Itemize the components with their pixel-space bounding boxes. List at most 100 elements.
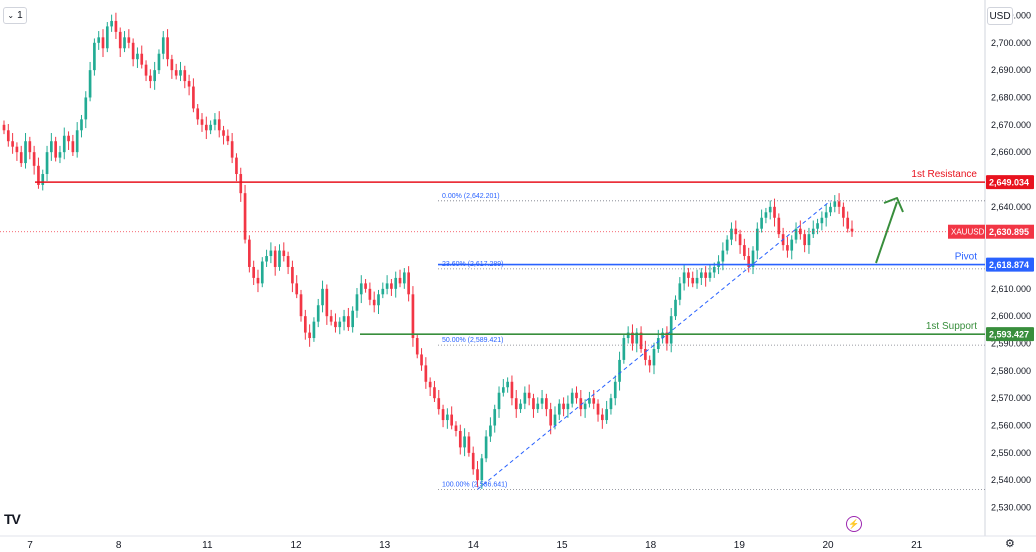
x-tick-label: 18: [645, 540, 657, 551]
candle-body: [773, 206, 776, 218]
candle-body: [721, 250, 725, 262]
candle-body: [299, 294, 303, 317]
price-axis: [985, 0, 1036, 552]
candle-body: [105, 26, 109, 49]
y-tick-label: 2,680.000: [991, 92, 1031, 102]
candle-body: [196, 108, 200, 120]
tradingview-logo-icon[interactable]: TV: [4, 511, 21, 527]
candle-body: [213, 119, 217, 125]
candle-body: [484, 436, 488, 459]
x-tick-label: 7: [27, 540, 33, 551]
candle-body: [656, 338, 660, 349]
candle-body: [157, 53, 161, 71]
currency-selector[interactable]: USD: [987, 7, 1013, 25]
candle-body: [351, 310, 355, 328]
candle-body: [286, 256, 290, 267]
candle-body: [381, 288, 385, 295]
candle-body: [583, 403, 587, 410]
candle-body: [635, 332, 639, 344]
candle-body: [738, 234, 742, 246]
candle-body: [493, 409, 497, 426]
candle-body: [179, 70, 182, 76]
candle-body: [174, 70, 178, 76]
candle-body: [88, 70, 92, 98]
candle-body: [222, 130, 225, 136]
candle-body: [321, 288, 324, 306]
interval-selector[interactable]: ⌄ 1: [3, 7, 27, 24]
last-price-tag: [986, 224, 1034, 239]
candle-body: [510, 381, 514, 399]
candle-body: [28, 141, 32, 153]
candle-body: [118, 31, 122, 49]
x-tick-label: 21: [911, 540, 923, 551]
candle-body: [601, 414, 604, 421]
candle-body: [588, 398, 591, 404]
candle-body: [54, 141, 57, 158]
candle-body: [359, 283, 363, 295]
candle-body: [166, 37, 169, 60]
candle-body: [454, 425, 458, 431]
candle-body: [652, 348, 656, 366]
candle-body: [420, 354, 423, 366]
x-tick-label: 13: [379, 540, 391, 551]
candle-body: [678, 283, 682, 300]
candle-body: [347, 316, 350, 328]
last-price-tag-text: 2,630.895: [989, 227, 1029, 237]
candle-body: [704, 272, 707, 278]
candle-body: [325, 288, 329, 317]
x-tick-label: 14: [468, 540, 480, 551]
candle-body: [708, 272, 712, 278]
candle-body: [110, 20, 113, 27]
arrow-up-line: [875, 201, 898, 264]
candle-body: [669, 316, 673, 344]
candle-body: [665, 332, 669, 344]
y-tick-label: 2,560.000: [991, 421, 1031, 431]
x-tick-label: 15: [556, 540, 568, 551]
pivot-label: Pivot: [955, 252, 977, 263]
candle-body: [471, 452, 475, 470]
candle-body: [368, 288, 372, 300]
y-tick-label: 2,610.000: [991, 284, 1031, 294]
candle-body: [433, 387, 436, 399]
y-tick-label: 2,600.000: [991, 311, 1031, 321]
candle-body: [248, 239, 251, 267]
candle-body: [295, 283, 299, 295]
candle-body: [45, 152, 49, 175]
candle-body: [230, 141, 234, 158]
lightning-icon[interactable]: ⚡: [846, 516, 862, 532]
candle-body: [850, 228, 854, 232]
candle-body: [639, 332, 643, 349]
gear-icon[interactable]: ⚙: [1005, 538, 1015, 550]
candle-body: [618, 359, 621, 382]
candle-body: [338, 321, 342, 328]
fib-level-label: 100.00% (2,536.641): [442, 481, 507, 488]
y-tick-label: 2,570.000: [991, 393, 1031, 403]
candle-body: [437, 398, 441, 410]
candle-body: [575, 392, 578, 399]
candle-body: [743, 245, 746, 257]
candle-body: [170, 59, 174, 71]
candle-body: [273, 250, 277, 267]
y-tick-label: 2,590.000: [991, 339, 1031, 349]
candle-body: [768, 206, 772, 213]
candle-body: [377, 294, 380, 306]
y-tick-label: 2,640.000: [991, 202, 1031, 212]
candle-body: [764, 212, 768, 218]
candle-body: [687, 272, 690, 278]
candle-body: [730, 228, 733, 240]
candle-body: [11, 141, 14, 147]
candle-body: [312, 321, 316, 339]
candle-body: [540, 398, 544, 404]
candle-body: [308, 332, 311, 339]
candle-body: [37, 165, 40, 185]
candle-body: [691, 277, 695, 284]
candle-body: [372, 299, 376, 306]
candle-body: [695, 277, 699, 284]
candle-body: [476, 469, 479, 481]
candle-body: [140, 53, 144, 65]
y-tick-label: 2,580.000: [991, 366, 1031, 376]
candle-body: [161, 37, 165, 54]
candle-body: [187, 81, 191, 87]
candle-body: [803, 234, 806, 246]
